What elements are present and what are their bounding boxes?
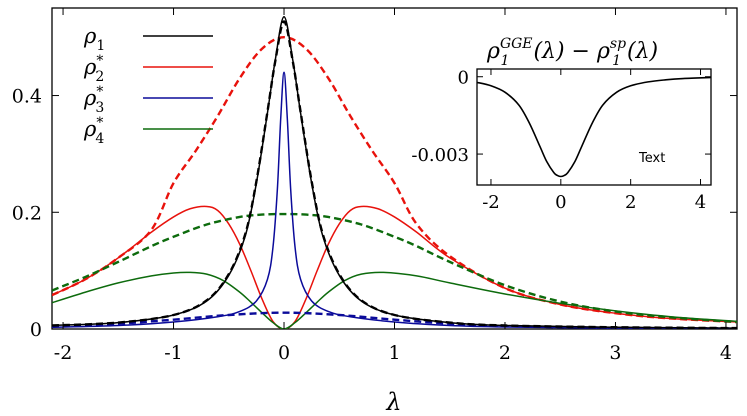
x-axis-label: λ xyxy=(385,388,401,416)
inset-title-sub-2: 1 xyxy=(612,53,621,69)
inset-title-mid: (λ) − ρ xyxy=(533,39,610,64)
main-series-group xyxy=(52,16,737,329)
main-series-rho2-dashed xyxy=(52,35,737,324)
inset-title-end: (λ) xyxy=(627,39,658,64)
inset-annotation: Text xyxy=(638,151,665,166)
inset-series-diff xyxy=(477,76,711,178)
inset-title-sup-2: sp xyxy=(610,36,626,52)
main-x-tick-label: 0 xyxy=(278,342,290,364)
main-x-tick-label: -1 xyxy=(164,342,183,364)
legend-item-label: ρ* 2 xyxy=(83,53,104,85)
inset-title: ρGGE 1 (λ) − ρsp 1 (λ) xyxy=(486,36,658,69)
inset-title-sub-1: 1 xyxy=(501,53,510,69)
legend: ρ1ρ* 2ρ* 3ρ* 4 xyxy=(83,24,213,147)
main-x-tick-label: 4 xyxy=(720,342,732,364)
inset-x-tick-label: -2 xyxy=(482,192,500,213)
inset-ticks-layer: -2 0 2 4 0 -0.003 xyxy=(411,68,711,213)
inset-plot-frame xyxy=(476,68,712,186)
main-y-tick-label: 0.4 xyxy=(12,86,42,108)
legend-item: ρ* 4 xyxy=(83,115,213,147)
legend-item: ρ* 2 xyxy=(83,53,213,85)
legend-item: ρ* 3 xyxy=(83,84,213,116)
main-y-tick-label: 0 xyxy=(30,319,42,341)
inset-series-group xyxy=(477,76,711,178)
inset-x-tick-label: 0 xyxy=(555,192,566,213)
main-x-tick-label: 3 xyxy=(609,342,621,364)
inset-x-tick-label: 2 xyxy=(625,192,636,213)
inset-series-layer xyxy=(477,76,711,178)
legend-item: ρ1 xyxy=(83,24,213,54)
main-series-rho3 xyxy=(52,71,737,329)
inset-y-tick-label: 0 xyxy=(458,68,469,89)
legend-item-label: ρ* 3 xyxy=(83,84,104,116)
inset-title-sup-1: GGE xyxy=(500,36,533,52)
main-plot: -2 -1 0 1 2 3 4 0 0.2 0.4 λ xyxy=(12,7,738,416)
main-x-tick-label: 1 xyxy=(388,342,400,364)
main-y-tick-label: 0.2 xyxy=(12,202,42,224)
legend-item-label: ρ* 4 xyxy=(83,115,104,147)
inset-y-tick-label: -0.003 xyxy=(411,145,469,166)
main-ticks-layer: -2 -1 0 1 2 3 4 0 0.2 0.4 xyxy=(12,8,737,364)
main-x-tick-label: -2 xyxy=(54,342,73,364)
legend-item-label: ρ1 xyxy=(83,24,105,54)
main-series-rho1-dashed xyxy=(52,20,737,329)
inset-background xyxy=(474,66,714,187)
inset-x-tick-label: 4 xyxy=(695,192,706,213)
main-series-layer xyxy=(52,16,737,329)
inset-plot: -2 0 2 40-0.003 ρGGE 1 (λ) − ρsp 1 (λ) Text xyxy=(411,36,714,213)
main-x-tick-label: 2 xyxy=(499,342,511,364)
main-series-rho4 xyxy=(52,271,737,329)
inset-title-base: ρ xyxy=(486,39,500,64)
